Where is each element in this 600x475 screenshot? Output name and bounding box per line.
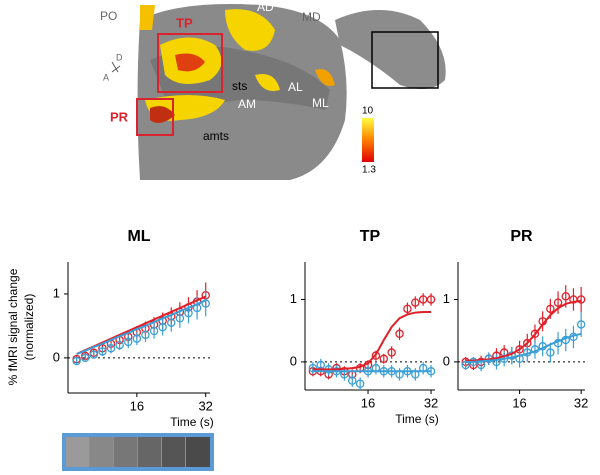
y-tick-label: 0 xyxy=(290,353,297,368)
data-point xyxy=(158,322,167,332)
brain-label: ML xyxy=(312,96,329,110)
data-point xyxy=(387,348,396,357)
brain-label: D xyxy=(116,52,123,62)
data-point xyxy=(167,318,176,327)
data-point xyxy=(546,304,555,314)
data-point xyxy=(89,350,99,359)
y-tick-label: 1 xyxy=(53,285,60,300)
chart-title: ML xyxy=(127,228,150,245)
data-point xyxy=(184,308,193,318)
data-point xyxy=(553,298,563,307)
data-point xyxy=(123,337,133,347)
x-tick-label: 32 xyxy=(574,395,588,410)
brain-label: PO xyxy=(100,9,117,23)
data-point xyxy=(72,356,81,366)
fit-line xyxy=(465,299,582,362)
data-point xyxy=(576,295,586,304)
fit-line xyxy=(76,299,207,355)
data-point xyxy=(418,295,428,304)
x-tick-label: 16 xyxy=(512,395,526,410)
data-point xyxy=(411,298,420,307)
data-point xyxy=(149,326,159,336)
data-point xyxy=(561,292,571,301)
y-axis-title: % fMRI signal change xyxy=(6,268,20,385)
x-tick-label: 16 xyxy=(361,395,375,410)
brain-label: amts xyxy=(203,129,229,143)
x-axis-title: Time (s) xyxy=(395,412,439,426)
x-axis-title: Time (s) xyxy=(170,415,214,429)
brain-label: AD xyxy=(257,0,274,14)
x-tick-label: 32 xyxy=(198,398,212,413)
y-tick-label: 0 xyxy=(53,349,60,364)
data-point xyxy=(132,334,142,343)
data-point xyxy=(379,354,389,364)
brain-label: AL xyxy=(288,80,303,94)
data-point xyxy=(115,340,124,350)
fit-line xyxy=(465,332,582,363)
face-strip xyxy=(62,433,214,471)
chart-title: PR xyxy=(510,228,533,245)
x-tick-label: 16 xyxy=(130,398,144,413)
y-tick-label: 0 xyxy=(443,353,450,368)
brain-label: PR xyxy=(110,109,129,124)
data-point xyxy=(98,347,107,356)
brain-label: AM xyxy=(238,97,256,111)
y-axis-title: (normalized) xyxy=(22,294,36,361)
data-point xyxy=(348,376,357,385)
data-point xyxy=(371,351,381,360)
data-point xyxy=(576,320,586,329)
brain-label: TP xyxy=(176,15,193,30)
brain-label: MD xyxy=(302,10,321,24)
chart-title: TP xyxy=(360,228,381,245)
data-point xyxy=(175,313,185,323)
data-point xyxy=(395,329,404,339)
brain-image xyxy=(111,4,446,180)
data-point xyxy=(80,353,90,363)
brain-label: sts xyxy=(232,79,247,93)
data-point xyxy=(201,299,210,308)
data-point xyxy=(426,295,436,304)
data-point xyxy=(530,329,540,339)
colorbar-tick: 1.3 xyxy=(362,165,376,176)
y-tick-label: 1 xyxy=(443,291,450,306)
data-point xyxy=(106,344,116,353)
y-tick-label: 1 xyxy=(290,291,297,306)
data-point xyxy=(403,304,412,314)
colorbar-tick: 10 xyxy=(362,106,374,117)
x-tick-label: 32 xyxy=(424,395,438,410)
data-point xyxy=(141,330,150,340)
brain-label: A xyxy=(103,72,109,82)
fit-line xyxy=(312,310,432,371)
data-point xyxy=(355,379,365,389)
data-point xyxy=(546,348,555,357)
